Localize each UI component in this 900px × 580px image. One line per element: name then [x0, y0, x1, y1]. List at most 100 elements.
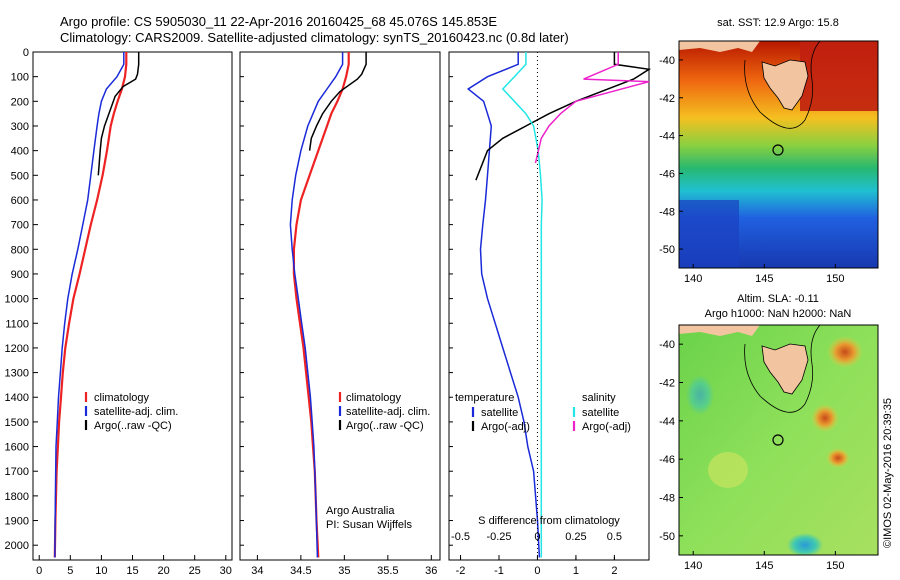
sla-map-axes: 140 145 150 -40 -42 -44 -46 -48 -50 — [659, 339, 844, 572]
temp-ytick-label: 0 — [23, 47, 29, 59]
diff-xtick-label: 0 — [534, 565, 540, 577]
sla-ytick-label: -40 — [659, 339, 675, 351]
temp-ytick-label: 1700 — [5, 466, 29, 478]
temp-ytick-label: 700 — [11, 220, 29, 232]
sst-cool-southwest — [679, 200, 739, 268]
temp-xtick-label: 30 — [220, 565, 232, 577]
diff-s-tick-label: -0.25 — [486, 531, 511, 543]
sla-xtick-label: 140 — [684, 560, 702, 572]
sla-feature-5 — [686, 375, 714, 415]
temp-ytick-label: 100 — [11, 72, 29, 84]
temp-ytick-label: 200 — [11, 96, 29, 108]
temp-xtick-label: 20 — [157, 565, 169, 577]
diff-series-line — [466, 52, 541, 558]
sal-legend-label: climatology — [346, 392, 402, 404]
sal-series-line — [292, 52, 350, 558]
sla-map-title: Altim. SLA: -0.11 — [737, 293, 819, 305]
temp-ytick-label: 1600 — [5, 442, 29, 454]
sal-xtick-label: 35.5 — [377, 565, 398, 577]
sst-ytick-label: -46 — [659, 168, 675, 180]
sal-xtick-label: 34.5 — [290, 565, 311, 577]
sst-map-axes: 140 145 150 -40 -42 -44 -46 -48 -50 — [659, 55, 844, 285]
temp-xtick-label: 0 — [36, 565, 42, 577]
temp-ytick-label: 300 — [11, 121, 29, 133]
diff-xtick-label: -2 — [456, 565, 466, 577]
temp-ytick-label: 1000 — [5, 294, 29, 306]
sal-xtick-label: 35 — [338, 565, 350, 577]
temp-ytick-label: 1400 — [5, 392, 29, 404]
temp-legend-label: climatology — [94, 392, 150, 404]
sst-shelf-contour — [744, 41, 821, 129]
temp-legend-label: Argo(..raw -QC) — [94, 420, 172, 432]
temp-series-line — [53, 52, 128, 558]
sla-map-subtitle: Argo h1000: NaN h2000: NaN — [705, 308, 852, 320]
diff-legend-title: salinity — [582, 392, 616, 404]
sal-annotation: PI: Susan Wijffels — [326, 519, 412, 531]
sal-xtick-label: 34 — [251, 565, 263, 577]
sla-ytick-label: -44 — [659, 416, 675, 428]
sst-argo-marker — [772, 144, 784, 156]
diff-frame — [448, 51, 650, 561]
temp-ytick-label: 1800 — [5, 491, 29, 503]
sst-map-frame — [678, 40, 879, 269]
sst-ytick-label: -42 — [659, 93, 675, 105]
diff-xtick-label: -1 — [494, 565, 504, 577]
sla-ytick-label: -46 — [659, 454, 675, 466]
sst-australia-land — [679, 41, 760, 52]
sla-ytick-label: -48 — [659, 493, 675, 505]
sla-map-panel: Altim. SLA: -0.11 Argo h1000: NaN h2000:… — [659, 293, 879, 572]
temp-xtick-label: 15 — [126, 565, 138, 577]
sla-feature-3 — [826, 448, 850, 468]
temp-series-line — [97, 52, 140, 176]
temp-ytick-label: 800 — [11, 244, 29, 256]
temp-xtick-label: 10 — [95, 565, 107, 577]
temp-ytick-label: 900 — [11, 269, 29, 281]
diff-s-tick-label: -0.5 — [451, 531, 470, 543]
sst-xtick-label: 140 — [684, 273, 702, 285]
diff-legend-label: Argo(-adj) — [481, 421, 530, 433]
diff-s-tick-label: 0 — [534, 531, 540, 543]
sst-map-panel: sat. SST: 12.9 Argo: 15.8 140 145 150 -40 -4… — [659, 17, 879, 285]
title-line-1: Argo profile: CS 5905030_11 22-Apr-2016 … — [60, 14, 498, 29]
sst-xtick-label: 150 — [826, 273, 844, 285]
temp-frame — [32, 51, 233, 561]
diff-series-line — [475, 52, 652, 181]
sla-ytick-label: -42 — [659, 378, 675, 390]
diff-legend-label: satellite — [481, 407, 518, 419]
sla-argo-marker — [772, 434, 784, 446]
sst-map-title: sat. SST: 12.9 Argo: 15.8 — [717, 17, 839, 29]
diff-series-line — [501, 52, 543, 558]
sal-frame — [239, 51, 441, 561]
temp-ytick-label: 1500 — [5, 417, 29, 429]
sal-legend-label: Argo(..raw -QC) — [346, 420, 424, 432]
temp-ytick-label: 1900 — [5, 516, 29, 528]
sal-annotation: Argo Australia — [326, 505, 395, 517]
sla-xtick-label: 150 — [826, 560, 844, 572]
temp-ytick-label: 2000 — [5, 540, 29, 552]
sla-map-frame — [678, 324, 879, 556]
temp-ytick-label: 1200 — [5, 343, 29, 355]
temperature-panel: 051015202530temperature (deg C)010020030… — [5, 47, 233, 580]
sla-feature-1 — [827, 336, 863, 368]
sla-ytick-label: -50 — [659, 531, 675, 543]
sla-xtick-label: 145 — [755, 560, 773, 572]
temp-ytick-label: 1300 — [5, 368, 29, 380]
temp-series-line — [54, 52, 125, 558]
temp-ytick-label: 1100 — [5, 318, 29, 330]
diff-s-tick-label: 0.5 — [607, 531, 622, 543]
sal-legend-label: satellite-adj. clim. — [346, 406, 430, 418]
temp-ytick-label: 500 — [11, 170, 29, 182]
difference-panel: -2-1012T difference from climatology-0.5… — [448, 51, 652, 580]
imos-stamp: ©IMOS 02-May-2016 20:39:35 — [882, 398, 894, 548]
salinity-panel: 3434.53535.536salinityclimatologysatelli… — [239, 51, 441, 580]
sst-ytick-label: -48 — [659, 206, 675, 218]
diff-legend-label: Argo(-adj) — [582, 421, 631, 433]
diff-s-tick-label: 0.25 — [565, 531, 586, 543]
diff-legend-title: temperature — [455, 392, 514, 404]
diff-s-xlabel: S difference from climatology — [478, 515, 620, 527]
sal-series-line — [308, 52, 367, 151]
sst-ytick-label: -40 — [659, 55, 675, 67]
sst-tasmania-land — [761, 59, 809, 111]
temp-xtick-label: 25 — [189, 565, 201, 577]
